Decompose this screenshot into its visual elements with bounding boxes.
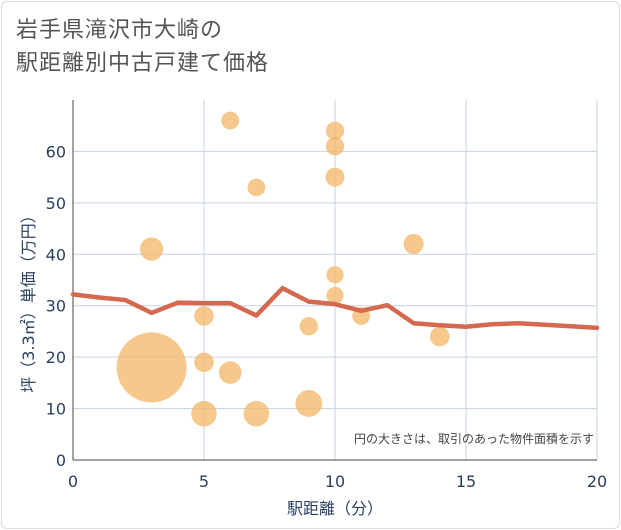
average-price-line	[70, 285, 600, 331]
bubble-point	[325, 167, 345, 187]
bubble-point	[247, 178, 266, 197]
chart-title-line-2: 駅距離別中古戸建て価格	[16, 51, 270, 76]
x-tick-label: 10	[325, 472, 345, 491]
bubble-point	[325, 137, 345, 156]
y-tick-label: 60	[46, 142, 66, 161]
x-tick-label: 5	[199, 472, 209, 491]
y-tick-label: 40	[46, 245, 66, 264]
bubble-size-note: 円の大きさは、取引のあった物件面積を示す	[354, 431, 594, 446]
bubble-point	[326, 266, 344, 284]
y-tick-label: 50	[46, 194, 66, 213]
bubble-point	[218, 361, 242, 384]
x-axis-title: 駅距離（分）	[287, 499, 383, 518]
average-line-series	[70, 285, 600, 331]
chart-title-line-1: 岩手県滝沢市大崎の	[16, 18, 224, 43]
bubble-point	[221, 111, 240, 130]
y-tick-label: 10	[46, 400, 66, 419]
bubble-point	[299, 317, 318, 336]
y-tick-label: 0	[56, 451, 66, 470]
y-axis-title: 坪（3.3㎡）単価（万円）	[19, 207, 38, 392]
x-tick-label: 0	[68, 472, 78, 491]
bubble-point	[295, 390, 323, 417]
bubble-point	[326, 286, 344, 305]
bubble-point	[430, 326, 450, 347]
bubble-point	[194, 352, 214, 373]
bubble-point	[140, 237, 164, 261]
y-tick-label: 30	[46, 297, 66, 316]
x-tick-label: 20	[587, 472, 607, 491]
y-tick-label: 20	[46, 348, 66, 367]
x-tick-label: 15	[456, 472, 476, 491]
bubble-point	[116, 332, 187, 403]
bubble-point	[325, 121, 345, 141]
bubble-series	[116, 111, 450, 427]
chart-title: 岩手県滝沢市大崎の 駅距離別中古戸建て価格	[16, 14, 269, 80]
bubble-point	[403, 233, 424, 255]
bubble-point	[243, 400, 270, 427]
bubble-point	[191, 400, 217, 427]
bubble-point	[194, 306, 214, 326]
axis-ticks: 0 5 10 15 20 0 10 20 30 40 50 60	[46, 142, 608, 491]
